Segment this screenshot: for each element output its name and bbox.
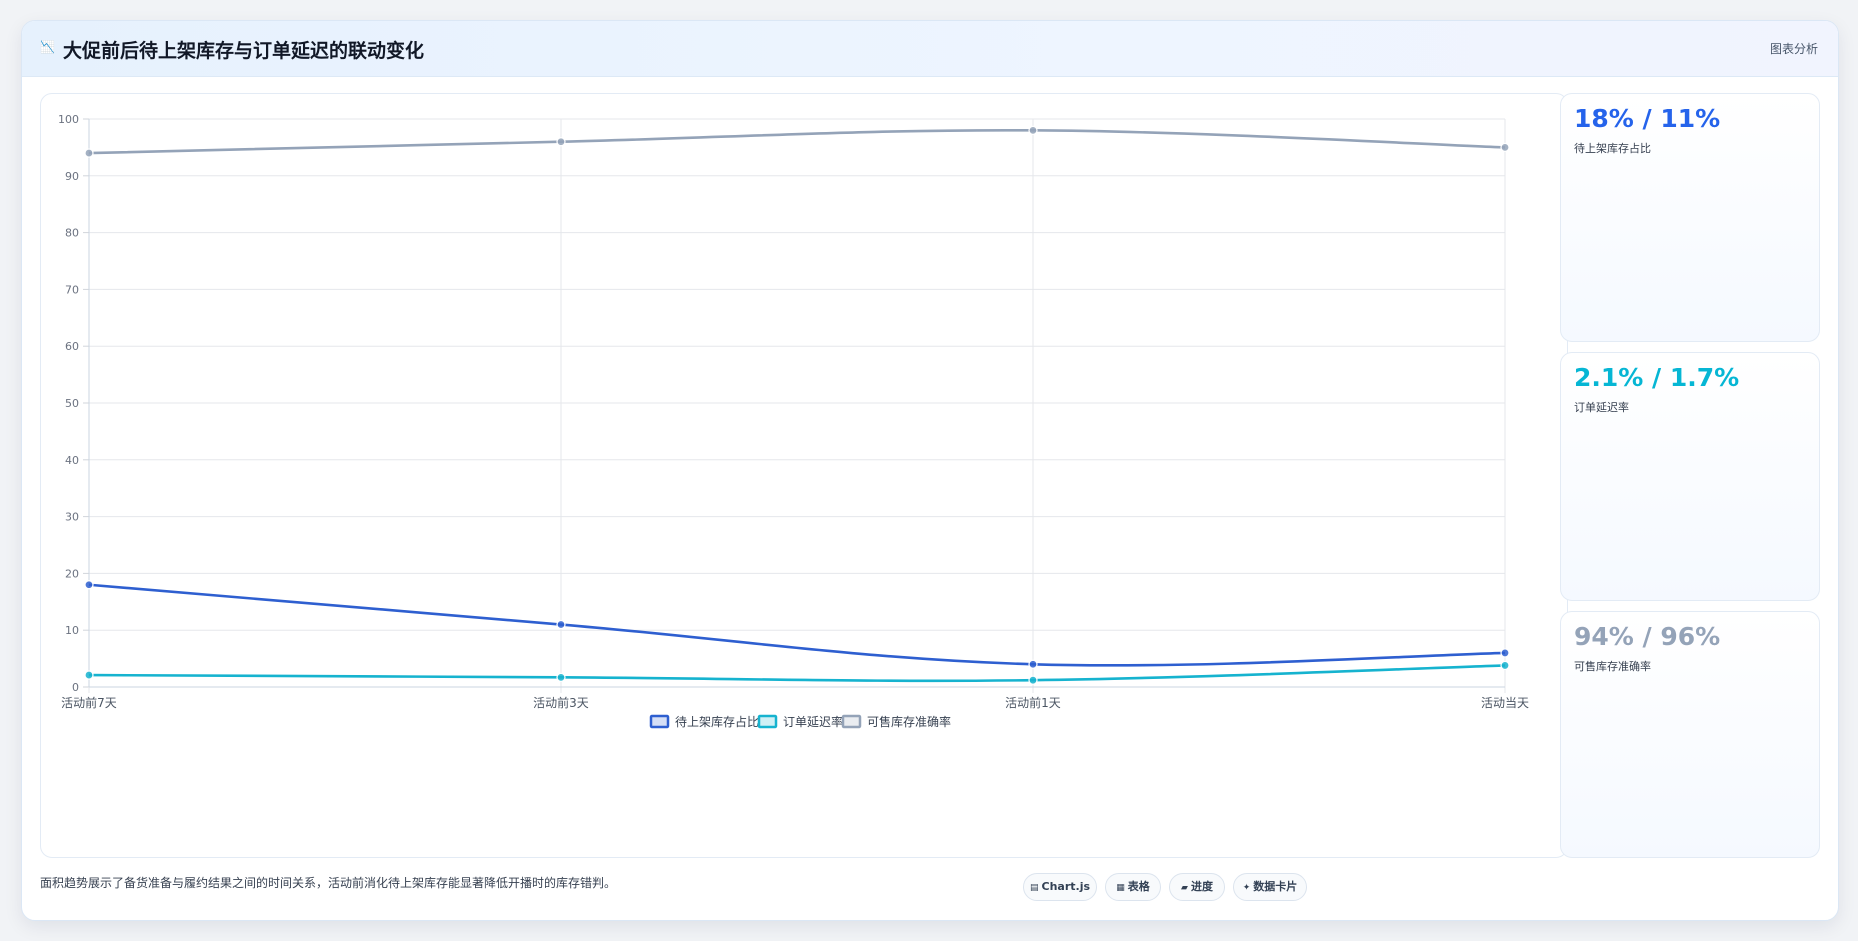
y-tick-label: 30: [65, 511, 79, 524]
data-point: [1500, 660, 1510, 671]
y-tick-label: 50: [65, 397, 79, 410]
data-point: [1028, 675, 1038, 685]
table-icon: ▦: [1116, 883, 1125, 893]
x-tick-label: 活动前7天: [61, 695, 117, 710]
data-point: [556, 672, 566, 682]
chip-label: 进度: [1190, 880, 1213, 893]
data-point: [1500, 142, 1510, 153]
x-tick-label: 活动当天: [1481, 696, 1529, 710]
stat-value: 18% / 11%: [1574, 104, 1721, 133]
chip-data-card[interactable]: ✦ 数据卡片: [1233, 873, 1307, 901]
chip-label: Chart.js: [1041, 880, 1091, 893]
stat-card-inventory-accuracy: 94% / 96% 可售库存准确率: [1560, 611, 1820, 858]
y-tick-label: 60: [65, 340, 79, 353]
stat-label: 可售库存准确率: [1574, 660, 1651, 673]
legend-label: 待上架库存占比: [675, 714, 759, 729]
chart-icon: ▤: [1029, 883, 1039, 893]
x-tick-label: 活动前3天: [533, 695, 589, 710]
data-point: [1028, 659, 1038, 669]
y-tick-label: 40: [65, 454, 79, 467]
series-line: [88, 664, 1506, 683]
sparkle-icon: ✦: [1242, 883, 1251, 893]
line-chart-panel: 0 10 20 30 40 50 60 70 80 90 100 活动前7天 活动前3天 活动前1天 活动当…: [40, 93, 1568, 858]
y-tick-label: 0: [72, 681, 79, 694]
chart-analysis-tag[interactable]: 图表分析: [1769, 42, 1818, 56]
legend-swatch: [757, 714, 778, 729]
data-point: [556, 619, 566, 630]
data-point: [84, 148, 94, 158]
card-title: 大促前后待上架库存与订单延迟的联动变化: [63, 40, 425, 62]
legend-label: 可售库存准确率: [867, 714, 951, 729]
series-line: [88, 583, 1506, 667]
y-tick-label: 10: [65, 624, 79, 637]
data-point: [1500, 648, 1510, 658]
chip-label: 表格: [1127, 880, 1150, 893]
line-chart: 0 10 20 30 40 50 60 70 80 90 100 活动前7天 活动前3天 活动前1天 活动当…: [58, 113, 1529, 729]
chip-table[interactable]: ▦ 表格: [1105, 873, 1161, 901]
card-header: 📉 大促前后待上架库存与订单延迟的联动变化 图表分析: [22, 21, 1838, 77]
trend-icon: 📉: [40, 40, 55, 54]
legend-label: 订单延迟率: [783, 714, 843, 729]
chart-footnote: 面积趋势展示了备货准备与履约结果之间的时间关系，活动前消化待上架库存能显著降低开…: [40, 876, 617, 890]
x-tick-label: 活动前1天: [1005, 695, 1061, 710]
chip-chartjs[interactable]: ▤ Chart.js: [1023, 873, 1097, 901]
legend-swatch: [841, 714, 862, 729]
stat-label: 订单延迟率: [1574, 401, 1629, 414]
y-tick-label: 70: [65, 283, 79, 296]
chart-card: 📉 大促前后待上架库存与订单延迟的联动变化 图表分析 0 10 20 30 40 50 60…: [21, 20, 1839, 921]
stat-value: 2.1% / 1.7%: [1574, 363, 1740, 392]
data-point: [84, 670, 94, 680]
y-tick-label: 100: [58, 113, 79, 126]
progress-icon: ▰: [1181, 883, 1188, 893]
y-tick-label: 20: [65, 567, 79, 580]
y-tick-label: 90: [65, 170, 79, 183]
data-point: [84, 580, 94, 590]
y-tick-label: 80: [65, 227, 79, 240]
data-point: [556, 137, 566, 147]
chip-label: 数据卡片: [1253, 880, 1298, 893]
stat-value: 94% / 96%: [1574, 622, 1721, 651]
series-line: [88, 128, 1506, 155]
chip-progress[interactable]: ▰ 进度: [1169, 873, 1225, 901]
stat-card-pending-inventory: 18% / 11% 待上架库存占比: [1560, 93, 1820, 342]
stat-label: 待上架库存占比: [1574, 142, 1651, 155]
stat-card-order-delay: 2.1% / 1.7% 订单延迟率: [1560, 352, 1820, 601]
legend-swatch: [649, 714, 670, 729]
data-point: [1028, 125, 1038, 135]
